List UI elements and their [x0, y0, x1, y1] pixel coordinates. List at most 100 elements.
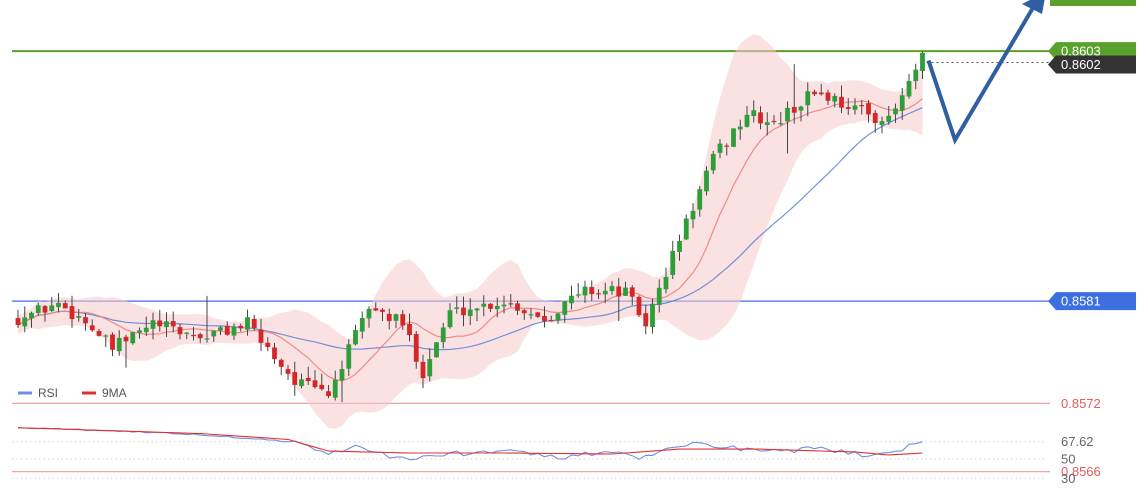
candle — [582, 280, 588, 303]
candle — [272, 342, 277, 365]
candle — [474, 307, 480, 321]
candle — [204, 295, 210, 343]
candle-body — [440, 327, 446, 343]
candle-body — [589, 287, 595, 295]
candle — [575, 283, 581, 298]
candle-body — [906, 80, 912, 97]
candle — [616, 277, 622, 322]
candle-body — [798, 106, 804, 111]
candle — [677, 234, 682, 261]
candle — [521, 308, 527, 321]
candle — [42, 304, 48, 322]
rsi-panel: RSI 9MA 67.62 50 30 — [12, 386, 1094, 486]
candle-body — [690, 210, 696, 220]
candle-body — [650, 303, 655, 328]
candle-body — [899, 95, 905, 111]
candle — [49, 297, 55, 312]
candle — [798, 105, 804, 122]
candle — [150, 312, 156, 340]
candle-body — [103, 335, 109, 337]
candle-body — [832, 95, 838, 102]
candle-body — [636, 296, 642, 316]
candle — [197, 332, 203, 344]
candles-layer — [15, 51, 925, 403]
price-tag-shape — [1048, 292, 1136, 311]
candle-body — [332, 379, 338, 398]
candle — [353, 324, 358, 346]
candle-body — [886, 115, 892, 122]
candle — [548, 315, 554, 322]
candle — [339, 360, 345, 403]
candle-body — [602, 290, 608, 295]
candle-body — [204, 338, 210, 340]
candle — [481, 295, 487, 317]
candle-body — [569, 295, 574, 304]
candle-body — [731, 128, 736, 147]
rsi-level-label-2: 30 — [1061, 471, 1075, 486]
candle-body — [663, 276, 669, 290]
candle — [69, 295, 75, 328]
candle — [427, 348, 433, 382]
rsi-level-label-1: 50 — [1061, 451, 1075, 466]
candle-body — [191, 334, 196, 337]
candle — [791, 64, 797, 124]
candle-body — [596, 293, 601, 295]
candle-body — [245, 317, 250, 330]
candle — [346, 339, 352, 376]
candle — [366, 306, 372, 328]
candle-body — [521, 310, 527, 314]
projection-arrowhead — [1022, 0, 1045, 14]
candle-body — [312, 380, 318, 388]
candle — [879, 116, 885, 134]
candle — [704, 166, 709, 196]
rsi-ma-line — [17, 427, 923, 456]
candle-body — [697, 189, 703, 210]
candle-body — [150, 320, 156, 329]
candle — [393, 313, 399, 329]
candle-body — [764, 122, 770, 126]
candle-body — [96, 331, 102, 336]
candle — [609, 281, 615, 295]
candle-body — [616, 286, 622, 297]
candle-body — [501, 304, 507, 307]
candle — [845, 98, 851, 115]
candle — [22, 306, 28, 333]
candle — [812, 89, 817, 96]
candle-body — [69, 306, 75, 320]
candle — [258, 318, 264, 352]
candle — [555, 312, 561, 324]
candle — [238, 323, 244, 332]
candle-body — [22, 317, 28, 327]
candle — [116, 330, 122, 356]
candle — [596, 289, 601, 300]
candle — [697, 186, 703, 217]
candle — [332, 370, 338, 401]
candle-body — [420, 361, 426, 379]
candle-body — [724, 145, 730, 147]
candle-body — [231, 326, 237, 336]
candle-body — [272, 347, 277, 360]
candle — [386, 308, 392, 330]
candle — [569, 285, 574, 310]
candle — [103, 334, 109, 347]
candle-body — [805, 91, 811, 106]
candle-body — [481, 303, 487, 307]
candle-body — [488, 303, 493, 309]
candle-body — [305, 377, 311, 382]
candle — [508, 294, 514, 308]
bollinger-band-layer — [18, 34, 923, 429]
candle — [231, 323, 237, 340]
candle — [562, 300, 568, 323]
candle-body — [89, 325, 95, 331]
candle-body — [683, 218, 689, 240]
candle-body — [157, 320, 163, 327]
candle — [825, 89, 831, 106]
candle — [434, 342, 439, 358]
candle-body — [42, 306, 48, 313]
candle — [164, 312, 169, 337]
candle-body — [49, 305, 55, 312]
candle-body — [359, 317, 365, 332]
candle-body — [211, 330, 217, 337]
candle-body — [656, 287, 662, 305]
candle — [110, 332, 115, 356]
